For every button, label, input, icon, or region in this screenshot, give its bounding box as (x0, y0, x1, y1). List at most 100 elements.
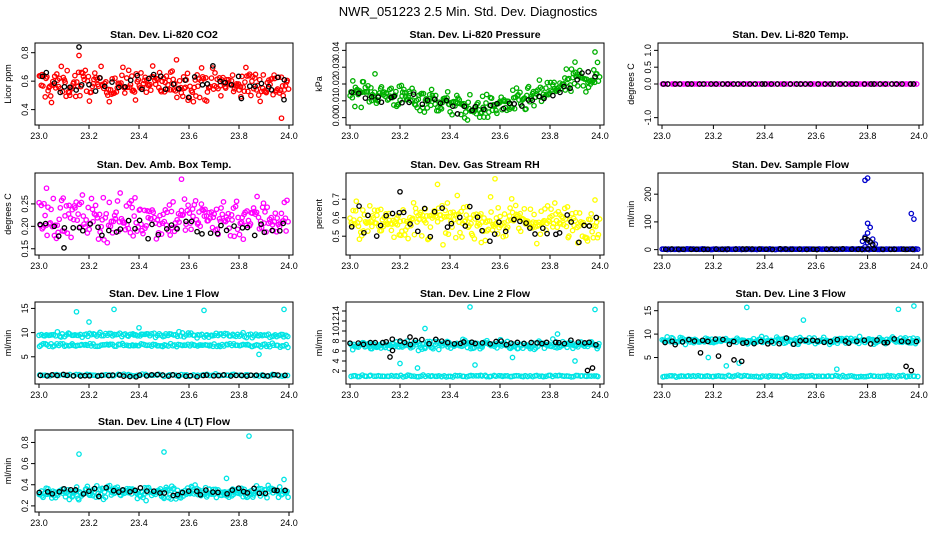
data-point (371, 207, 378, 214)
data-point (489, 107, 496, 114)
data-point (862, 235, 868, 242)
data-point (218, 222, 224, 229)
data-point (86, 319, 92, 325)
data-point (839, 246, 846, 252)
data-point (449, 111, 455, 118)
data-point (422, 325, 428, 332)
data-point (461, 103, 468, 110)
data-point (763, 246, 770, 253)
data-point (348, 223, 355, 230)
data-point (452, 234, 459, 241)
data-point (230, 88, 237, 95)
data-point (58, 63, 65, 70)
data-point (528, 339, 535, 346)
x-tick-label: 24.0 (910, 261, 928, 271)
data-point (352, 207, 359, 214)
data-point (95, 236, 102, 242)
data-point (215, 489, 221, 496)
data-point (790, 341, 797, 348)
data-point (592, 197, 598, 203)
data-point (531, 102, 537, 109)
data-point (201, 307, 207, 314)
data-point (70, 216, 77, 223)
chart-title: Stan. Dev. Li-820 CO2 (110, 29, 218, 41)
x-axis: 23.0 23.2 23.4 23.6 23.8 24.0 (341, 383, 609, 400)
data-point (92, 372, 98, 379)
data-point (512, 202, 519, 209)
data-point (231, 223, 237, 229)
y-tick-label: 0.20 (20, 218, 30, 236)
data-point (536, 93, 543, 100)
data-point (210, 214, 217, 221)
x-tick-label: 24.0 (910, 131, 928, 141)
data-point (532, 231, 538, 237)
data-point (227, 373, 234, 379)
x-tick-label: 24.0 (280, 131, 298, 141)
data-point (464, 203, 470, 210)
data-point (438, 105, 445, 112)
data-point (175, 372, 182, 379)
data-point (467, 91, 473, 98)
data-point (257, 98, 264, 105)
data-point (347, 340, 353, 347)
x-tick-label: 23.6 (180, 131, 198, 141)
data-point (401, 339, 408, 346)
y-axis-label: percent (314, 198, 324, 229)
data-point (103, 210, 110, 217)
data-point (131, 213, 138, 219)
data-point (758, 338, 764, 345)
data-point (496, 219, 502, 226)
data-point (584, 235, 590, 241)
data-point (189, 89, 196, 96)
data-point (414, 228, 421, 235)
data-point (101, 237, 107, 243)
data-point (82, 67, 89, 74)
data-point (488, 209, 494, 215)
data-point (282, 487, 288, 494)
data-point (82, 223, 89, 230)
data-point (743, 246, 750, 252)
data-point (564, 212, 571, 218)
data-point (527, 206, 534, 213)
data-point (745, 373, 752, 380)
data-point (174, 333, 181, 340)
data-point (483, 91, 490, 98)
x-tick-label: 23.0 (653, 261, 671, 271)
data-point (98, 372, 105, 379)
data-point (693, 246, 700, 253)
data-point (550, 92, 556, 99)
data-point (501, 211, 508, 217)
data-point (68, 234, 74, 241)
data-point (76, 451, 82, 457)
data-point (190, 213, 196, 220)
data-point (544, 230, 550, 237)
data-point (353, 198, 360, 205)
data-point (235, 73, 242, 80)
x-tick-label: 23.4 (756, 131, 774, 141)
data-point (360, 341, 367, 348)
data-point (467, 215, 473, 222)
data-point (275, 372, 281, 378)
data-point (673, 374, 680, 380)
data-point (440, 241, 446, 248)
x-tick-label: 24.0 (591, 261, 609, 271)
data-point (370, 215, 377, 221)
data-point (557, 89, 563, 96)
data-point (170, 81, 177, 88)
data-point (494, 100, 500, 107)
x-tick-label: 23.0 (30, 518, 48, 528)
chart-title: Stan. Dev. Line 3 Flow (735, 288, 846, 300)
data-point (134, 72, 141, 79)
data-point (445, 231, 452, 238)
data-point (665, 246, 672, 252)
data-point (588, 211, 595, 217)
data-point (285, 344, 291, 351)
data-point (715, 246, 722, 253)
data-point (232, 203, 239, 210)
data-point (478, 210, 484, 217)
data-point (61, 225, 68, 231)
data-point (480, 106, 487, 113)
data-point (568, 337, 574, 344)
